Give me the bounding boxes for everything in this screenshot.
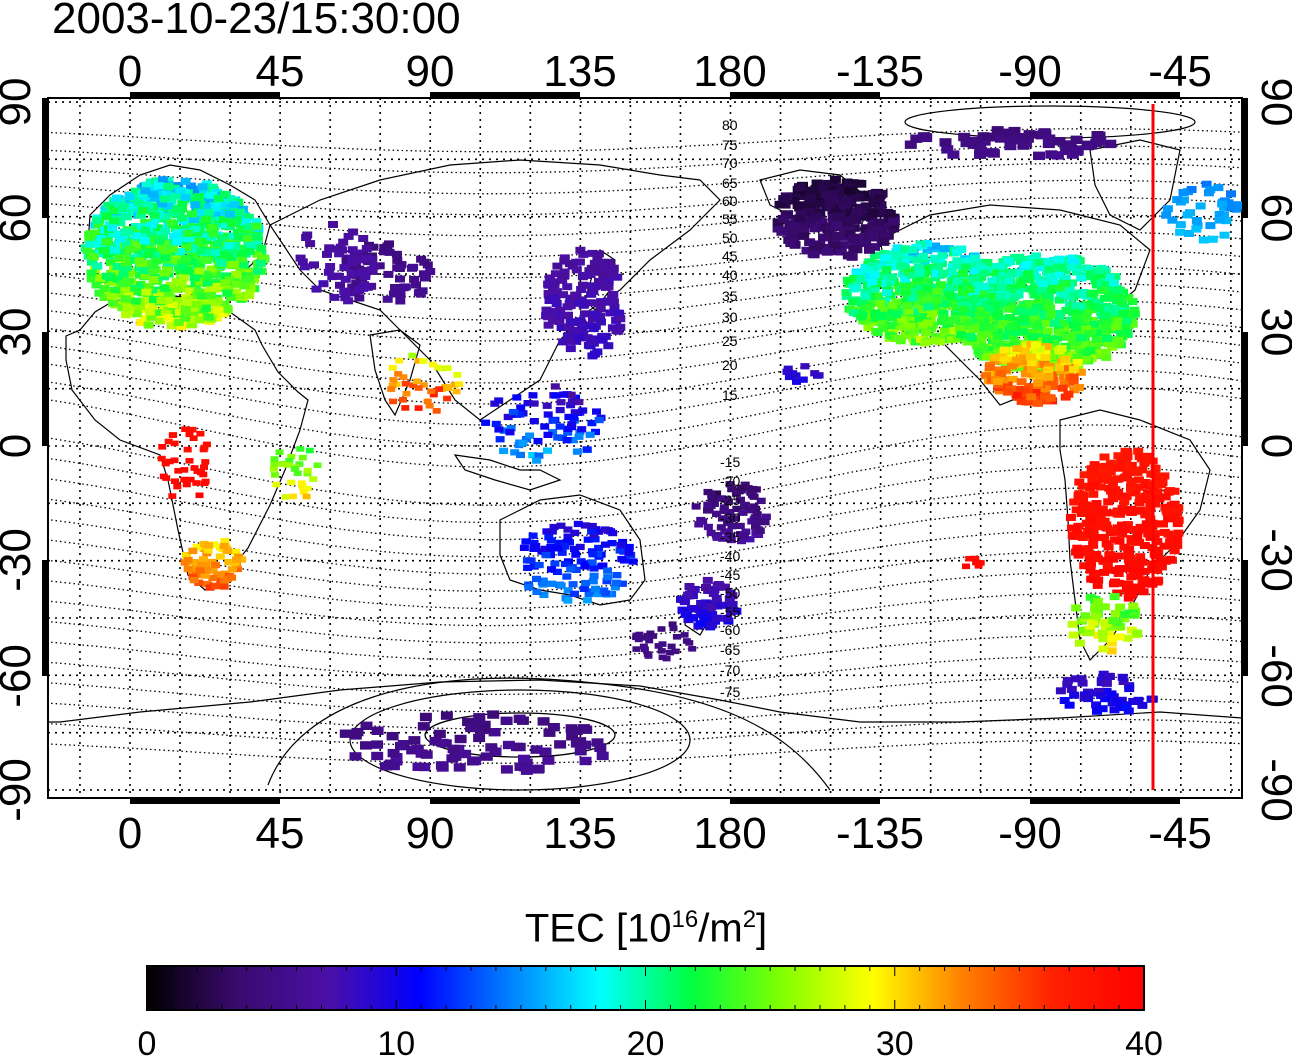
contour-label: -70 xyxy=(720,662,740,678)
lon-tick-bottom: 135 xyxy=(543,809,616,858)
lat-tick-left: 30 xyxy=(0,308,40,357)
lat-tick-right: -90 xyxy=(1252,758,1292,822)
contour-label: -35 xyxy=(720,529,740,545)
lon-tick-bottom: -45 xyxy=(1148,809,1212,858)
contour-label: 25 xyxy=(722,333,738,349)
contour-label: -55 xyxy=(720,604,740,620)
colorbar-title: TEC [1016/m2] xyxy=(524,906,768,951)
tec-data-pixels xyxy=(80,126,1242,775)
contour-label: 45 xyxy=(722,248,738,264)
timestamp-title: 2003-10-23/15:30:00 xyxy=(52,0,461,43)
contour-label: -30 xyxy=(720,510,740,526)
contour-label: 80 xyxy=(722,117,738,133)
lat-tick-left: 90 xyxy=(0,78,40,127)
contour-label: 30 xyxy=(722,309,738,325)
lat-tick-left: -90 xyxy=(0,758,40,822)
lat-tick-right: 0 xyxy=(1252,434,1292,458)
contour-label: 35 xyxy=(722,288,738,304)
colorbar-tick-label: 40 xyxy=(1125,1025,1163,1057)
contour-label: 55 xyxy=(722,211,738,227)
contour-label: -50 xyxy=(720,585,740,601)
colorbar-tick-label: 0 xyxy=(138,1025,157,1057)
lon-tick-top: -135 xyxy=(836,47,924,96)
lat-tick-left: -30 xyxy=(0,528,40,592)
lat-tick-right: 30 xyxy=(1252,308,1292,357)
contour-label: 50 xyxy=(722,230,738,246)
lat-tick-right: 90 xyxy=(1252,78,1292,127)
lon-tick-bottom: -90 xyxy=(998,809,1062,858)
lon-tick-top: -90 xyxy=(998,47,1062,96)
lat-tick-left: -60 xyxy=(0,644,40,708)
contour-label: -60 xyxy=(720,622,740,638)
contour-label: 20 xyxy=(722,357,738,373)
lat-tick-right: -60 xyxy=(1252,644,1292,708)
lon-tick-top: 0 xyxy=(118,47,142,96)
contour-labels: 80 75 70 65 60 55 50 45 40 35 30 25 20 15 -15 -20 -25 -30… xyxy=(720,117,740,700)
lon-tick-bottom: 45 xyxy=(256,809,305,858)
lat-tick-right: 60 xyxy=(1252,194,1292,243)
lon-tick-top: 45 xyxy=(256,47,305,96)
contour-label: -15 xyxy=(720,454,740,470)
lon-tick-top: 90 xyxy=(406,47,455,96)
contour-label: -40 xyxy=(720,548,740,564)
contour-label: 40 xyxy=(722,267,738,283)
contour-label: -45 xyxy=(720,567,740,583)
lat-tick-right: -30 xyxy=(1252,528,1292,592)
contour-label: 15 xyxy=(722,387,738,403)
contour-label: -25 xyxy=(720,492,740,508)
contour-label: 75 xyxy=(722,137,738,153)
lon-tick-top: -45 xyxy=(1148,47,1212,96)
lon-tick-top: 180 xyxy=(693,47,766,96)
contour-label: -75 xyxy=(720,684,740,700)
lon-tick-bottom: -135 xyxy=(836,809,924,858)
lon-tick-bottom: 0 xyxy=(118,809,142,858)
colorbar: 0 10 20 30 40 xyxy=(138,965,1163,1057)
colorbar-tick-label: 10 xyxy=(377,1025,415,1057)
contour-label: -20 xyxy=(720,473,740,489)
lon-tick-top: 135 xyxy=(543,47,616,96)
lat-tick-left: 0 xyxy=(0,434,40,458)
contour-label: 70 xyxy=(722,155,738,171)
colorbar-tick-label: 20 xyxy=(627,1025,665,1057)
lon-tick-bottom: 180 xyxy=(693,809,766,858)
lon-tick-bottom: 90 xyxy=(406,809,455,858)
axis-ticks: 0045459090135135180180-135-135-90-90-45-… xyxy=(0,47,1292,858)
contour-label: -65 xyxy=(720,642,740,658)
lat-tick-left: 60 xyxy=(0,194,40,243)
contour-label: 60 xyxy=(722,193,738,209)
colorbar-tick-label: 30 xyxy=(876,1025,914,1057)
contour-label: 65 xyxy=(722,175,738,191)
